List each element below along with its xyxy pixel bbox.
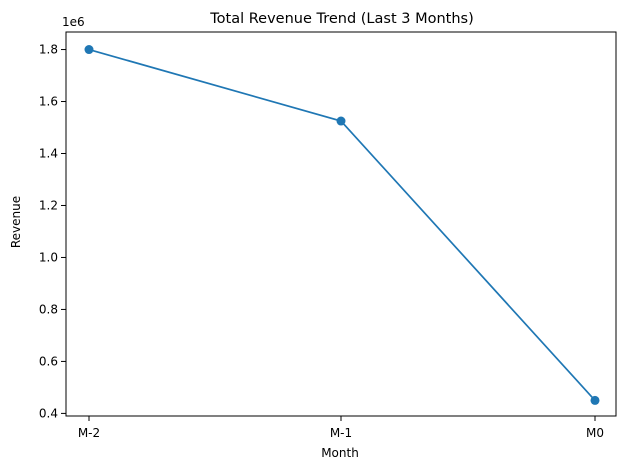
- plot-area: 0.4 0.6 0.8 1.0 1.2 1.4 1.6 1.8 M-2 M-1 M0: [39, 31, 617, 440]
- y-tick-label: 1.8: [39, 43, 58, 57]
- y-tick-label: 0.8: [39, 302, 58, 316]
- y-tick-label: 0.6: [39, 354, 58, 368]
- y-axis-title: Revenue: [9, 196, 23, 248]
- y-tick-label: 1.0: [39, 250, 58, 264]
- y-axis-offset-label: 1e6: [62, 15, 85, 29]
- revenue-point-M-2: [84, 45, 94, 55]
- x-tick-label: M-2: [78, 426, 100, 440]
- y-tick-label: 0.4: [39, 406, 58, 420]
- x-axis-title: Month: [321, 446, 359, 460]
- revenue-series-line: [88, 48, 596, 401]
- revenue-point-M0: [590, 395, 600, 405]
- x-tick-label: M0: [586, 426, 604, 440]
- y-tick-label: 1.6: [39, 95, 58, 109]
- chart-title: Total Revenue Trend (Last 3 Months): [209, 11, 474, 27]
- y-tick-label: 1.2: [39, 198, 58, 212]
- x-tick-label: M-1: [330, 426, 352, 440]
- y-tick-label: 1.4: [39, 147, 58, 161]
- revenue-point-M-1: [336, 116, 346, 126]
- plot-frame: [65, 31, 617, 417]
